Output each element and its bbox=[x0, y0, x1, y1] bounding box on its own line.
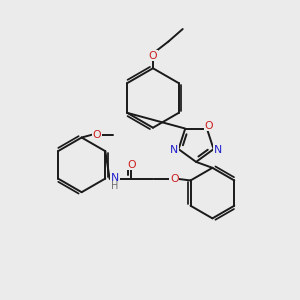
Text: N: N bbox=[170, 145, 178, 155]
Text: O: O bbox=[204, 121, 213, 130]
Text: N: N bbox=[111, 173, 119, 183]
Text: O: O bbox=[127, 160, 136, 170]
Text: O: O bbox=[170, 174, 178, 184]
Text: O: O bbox=[149, 51, 157, 61]
Text: N: N bbox=[214, 145, 222, 155]
Text: H: H bbox=[111, 182, 119, 191]
Text: O: O bbox=[93, 130, 101, 140]
